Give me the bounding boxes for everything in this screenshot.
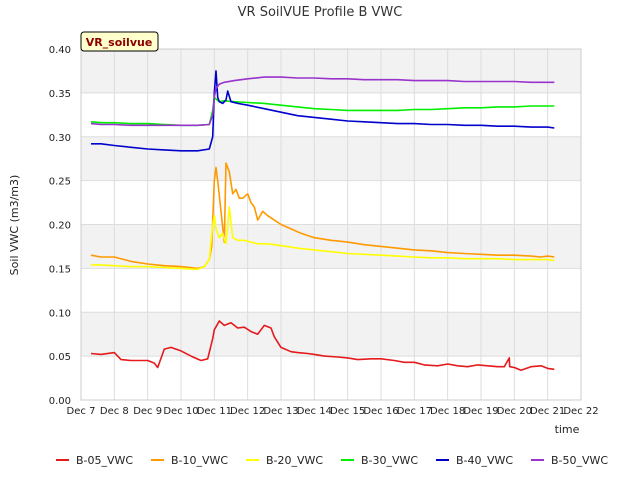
plot-band [81,268,581,313]
legend-item-b-50-vwc: B-50_VWC [531,454,608,467]
x-tick-label: Dec 13 [263,406,298,417]
legend-label: B-30_VWC [361,454,418,467]
plot-band [81,92,581,137]
x-tick-label: Dec 12 [230,406,265,417]
legend-label: B-10_VWC [171,454,228,467]
site-badge-box [80,31,159,52]
y-axis-ticks: 0.00 0.05 0.10 0.15 0.20 0.25 0.30 0.35 0.40 [49,45,71,407]
plot-band [81,224,581,269]
y-axis-title: Soil VWC (m3/m3) [8,175,21,276]
x-tick-label: Dec 15 [330,406,365,417]
plot-band [81,49,581,93]
y-tick-label: 0.10 [49,308,71,319]
y-tick-label: 0.00 [49,396,71,407]
plot-frame [80,48,582,401]
y-tick-label: 0.35 [49,89,71,100]
y-tick-label: 0.15 [49,264,71,275]
x-tick-label: Dec 10 [163,406,198,417]
x-tick-label: Dec 19 [463,406,498,417]
x-tick-label: Dec 21 [530,406,565,417]
x-tick-label: Dec 11 [197,406,232,417]
series-line-b-50-vwc [90,76,555,127]
site-badge-label: VR_soilvue [86,36,153,49]
plot-band [81,180,581,225]
legend: B-05_VWC B-10_VWC B-20_VWC B-30_VWC B-40_VWC… [56,454,608,467]
legend-label: B-40_VWC [456,454,513,467]
series-line-b-40-vwc [91,70,555,152]
x-tick-label: Dec 16 [363,406,398,417]
site-badge: VR_soilvue [80,31,159,52]
legend-label: B-20_VWC [266,454,323,467]
legend-item-b-40-vwc: B-40_VWC [436,454,513,467]
x-tick-label: Dec 14 [297,406,332,417]
chart-title: VR SoilVUE Profile B VWC [238,5,403,20]
y-tick-label: 0.20 [49,221,71,232]
x-tick-label: Dec 18 [430,406,465,417]
legend-item-b-05-vwc: B-05_VWC [56,454,133,467]
series-lines [90,70,555,372]
y-tick-label: 0.25 [49,177,71,188]
x-tick-label: Dec 7 [67,406,96,417]
legend-item-b-10-vwc: B-10_VWC [151,454,228,467]
x-tick-label: Dec 22 [563,406,598,417]
legend-item-b-30-vwc: B-30_VWC [341,454,418,467]
y-tick-label: 0.05 [49,352,71,363]
x-tick-label: Dec 8 [100,406,129,417]
legend-item-b-20-vwc: B-20_VWC [246,454,323,467]
series-line-b-05-vwc [90,320,555,372]
x-tick-label: Dec 9 [133,406,162,417]
legend-label: B-50_VWC [551,454,608,467]
x-axis-title: time [555,423,580,436]
plot-background-bands [81,49,581,400]
y-tick-label: 0.30 [49,133,71,144]
y-tick-label: 0.40 [49,45,71,56]
x-tick-label: Dec 17 [397,406,432,417]
x-tick-label: Dec 20 [497,406,532,417]
plot-band [81,356,581,400]
plot-band [81,312,581,357]
series-line-b-20-vwc [91,206,555,271]
legend-label: B-05_VWC [76,454,133,467]
plot-band [81,136,581,181]
